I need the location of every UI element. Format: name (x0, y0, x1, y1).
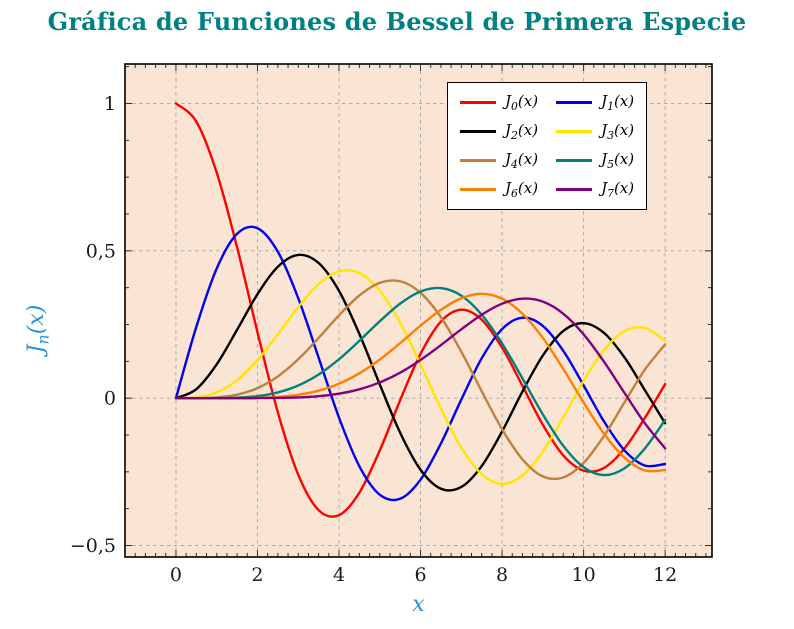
legend-label: J1(x) (601, 92, 635, 113)
legend-item: J2(x) (460, 121, 538, 142)
legend-item: J1(x) (556, 92, 634, 113)
curve-j-7-x (174, 297, 667, 450)
legend-label: J2(x) (505, 121, 539, 142)
x-tick-label: 8 (496, 564, 508, 586)
y-tick-label: −0,5 (70, 535, 116, 557)
legend-label: J0(x) (505, 92, 539, 113)
y-tick-label: 1 (104, 93, 116, 115)
legend-line-sample (556, 130, 593, 133)
legend-item: J0(x) (460, 92, 538, 113)
legend-item: J7(x) (556, 179, 634, 200)
x-tick-label: 0 (170, 564, 182, 586)
legend-item: J5(x) (556, 150, 634, 171)
x-tick-label: 2 (251, 564, 263, 586)
legend-label: J6(x) (505, 179, 539, 200)
curve-j-5-x (174, 286, 667, 477)
legend-line-sample (556, 159, 593, 162)
curve-j-1-x (174, 225, 667, 502)
legend-item: J6(x) (460, 179, 538, 200)
x-tick-label: 6 (414, 564, 426, 586)
legend-item: J3(x) (556, 121, 634, 142)
legend-line-sample (556, 101, 593, 104)
y-tick-label: 0 (104, 388, 116, 410)
curve-j-4-x (174, 279, 667, 481)
legend-label: J3(x) (601, 121, 635, 142)
legend-line-sample (460, 101, 496, 104)
legend-label: J4(x) (505, 150, 539, 171)
curve-j-3-x (174, 269, 667, 486)
legend-label: J5(x) (601, 150, 635, 171)
legend-item: J4(x) (460, 150, 538, 171)
x-tick-label: 12 (653, 564, 677, 586)
legend: J0(x) J1(x) J2(x) J3(x) J4(x) J5(x) J6(x) J7(x) (447, 82, 648, 210)
chart-title: Gráfica de Funciones de Bessel de Primer… (47, 7, 747, 36)
legend-line-sample (460, 159, 496, 162)
y-tick-label: 0,5 (86, 240, 116, 262)
legend-line-sample (460, 130, 496, 133)
legend-label: J7(x) (601, 179, 635, 200)
legend-line-sample (460, 188, 496, 191)
x-axis-label: x (412, 592, 425, 617)
plot-border (124, 63, 713, 558)
y-axis-label: Jn(x) (24, 304, 53, 354)
legend-line-sample (556, 188, 593, 191)
curve-j-2-x (174, 253, 667, 492)
x-tick-label: 10 (572, 564, 596, 586)
x-tick-label: 4 (333, 564, 345, 586)
